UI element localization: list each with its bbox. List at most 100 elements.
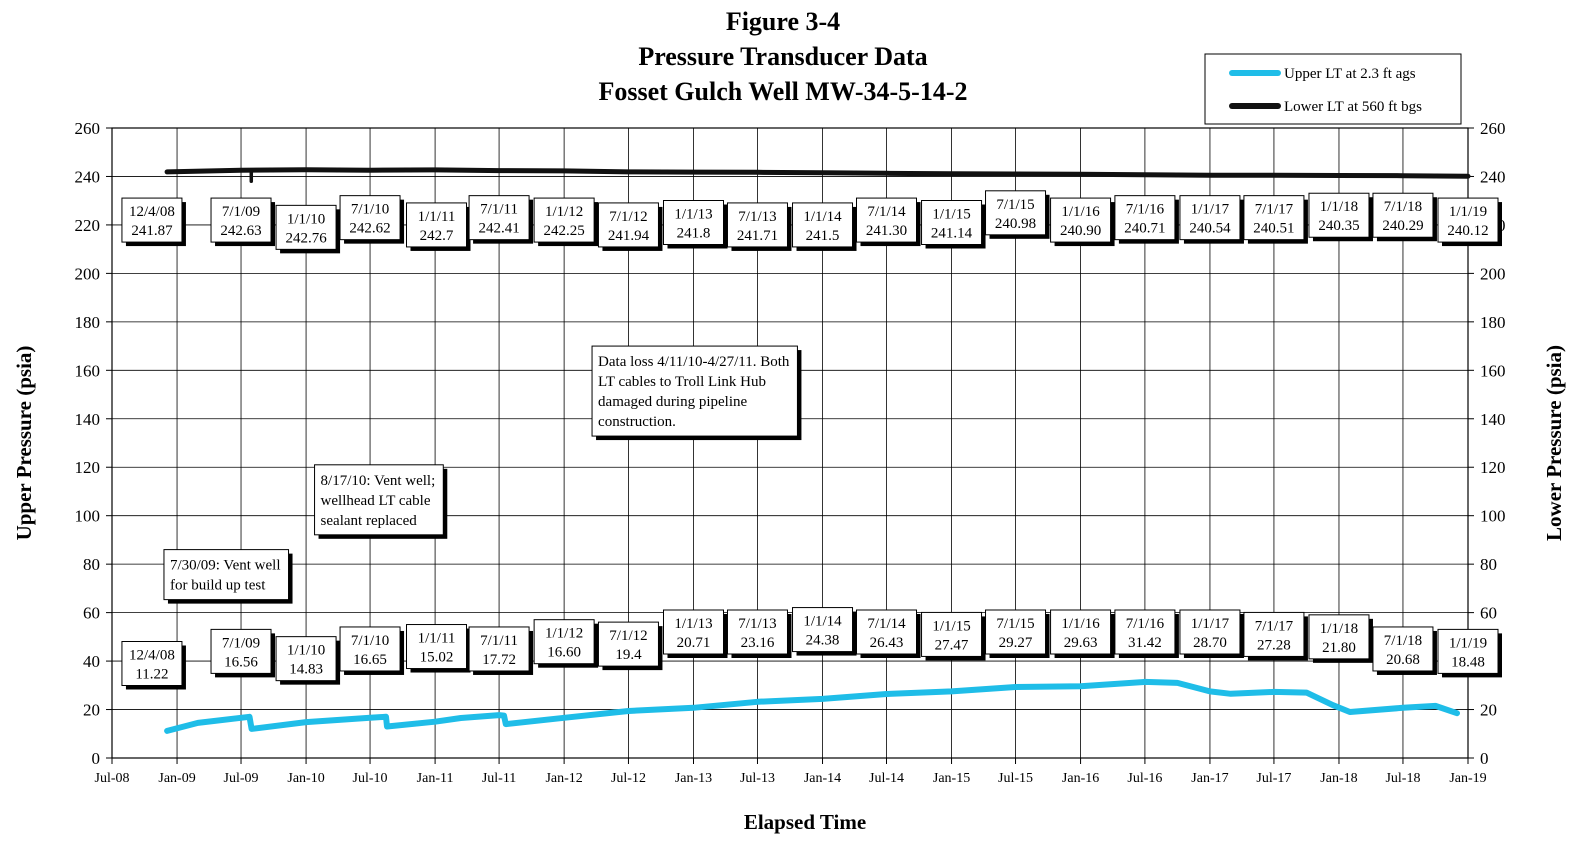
y2-tick-label: 20 (1480, 701, 1497, 720)
data-label-date: 1/1/16 (1061, 616, 1100, 632)
data-label-date: 7/1/17 (1255, 618, 1294, 634)
data-label-lower: 1/1/13 241.8 (662, 200, 728, 249)
annotation-line: 7/30/09: Vent well (170, 558, 281, 574)
legend-label-lower: Lower LT at 560 ft bgs (1284, 99, 1422, 115)
data-label-upper: 1/1/15 27.47 (921, 611, 986, 661)
data-label-lower: 1/1/17 240.54 (1179, 195, 1244, 244)
data-label-box (726, 609, 788, 655)
data-label-value: 15.02 (420, 650, 454, 666)
data-label-date: 12/4/08 (129, 204, 175, 220)
data-label-box (597, 202, 659, 248)
data-label-value: 241.87 (131, 223, 173, 239)
data-label-lower: 1/1/11 242.7 (406, 202, 471, 251)
x-tick-label: Jul-17 (1256, 771, 1291, 786)
data-label-date: 1/1/16 (1061, 204, 1100, 220)
x-axis-title: Elapsed Time (744, 810, 866, 834)
annotation-box: 7/30/09: Vent well for build up test (163, 549, 293, 604)
y-tick-label: 200 (75, 264, 101, 283)
data-label-value: 20.68 (1386, 652, 1420, 668)
data-label-date: 1/1/10 (287, 211, 325, 227)
y2-tick-label: 0 (1480, 749, 1489, 768)
y-tick-label: 120 (75, 458, 101, 477)
data-label-lower: 7/1/15 240.98 (985, 190, 1050, 239)
data-label-box (339, 626, 401, 672)
data-label-value: 28.70 (1193, 635, 1227, 651)
y-tick-label: 260 (75, 119, 101, 138)
x-tick-label: Jul-12 (611, 771, 646, 786)
data-label-upper: 7/1/09 16.56 (210, 628, 276, 678)
data-label-box (662, 200, 724, 245)
y2-tick-label: 60 (1480, 604, 1497, 623)
data-label-date: 1/1/15 (932, 207, 970, 223)
data-label-value: 242.7 (420, 228, 454, 244)
y2-tick-label: 120 (1480, 458, 1506, 477)
data-label-box (985, 190, 1047, 236)
annotations: Data loss 4/11/10-4/27/11. Both LT cables… (163, 345, 802, 604)
data-label-date: 7/1/17 (1255, 202, 1294, 218)
annotation-line: damaged during pipeline (598, 394, 747, 410)
x-tick-label: Jan-19 (1449, 771, 1486, 786)
x-tick-label: Jan-13 (675, 771, 712, 786)
data-label-value: 241.94 (608, 228, 650, 244)
data-label-date: 1/1/12 (545, 626, 583, 642)
data-label-box (406, 202, 468, 248)
data-label-box (406, 624, 468, 670)
annotation-frame (163, 549, 290, 601)
data-label-box (1179, 195, 1241, 241)
data-label-date: 7/1/13 (738, 616, 776, 632)
data-label-date: 1/1/13 (674, 616, 712, 632)
data-label-upper: 7/1/14 26.43 (856, 609, 921, 658)
data-label-date: 7/1/14 (867, 616, 906, 632)
data-label-box (121, 197, 183, 243)
annotation-box: 8/17/10: Vent well; wellhead LT cable seal… (314, 464, 448, 539)
data-label-lower: 7/1/13 241.71 (726, 202, 792, 251)
data-label-upper: 7/1/17 27.28 (1243, 611, 1308, 661)
data-label-box (921, 200, 983, 245)
data-label-box (1050, 197, 1112, 243)
y2-tick-label: 240 (1480, 167, 1506, 186)
chart-subtitle-2: Fosset Gulch Well MW-34-5-14-2 (598, 77, 967, 106)
x-tick-label: Jan-12 (545, 771, 582, 786)
x-tick-label: Jul-15 (998, 771, 1033, 786)
y2-tick-label: 80 (1480, 555, 1497, 574)
data-label-upper: 7/1/15 29.27 (985, 609, 1050, 658)
data-label-lower: 7/1/10 242.62 (339, 195, 405, 244)
annotation-frame (591, 345, 798, 437)
annotation-frame (314, 464, 444, 536)
data-label-box (1114, 195, 1176, 241)
data-label-date: 1/1/14 (803, 209, 842, 225)
y2-tick-label: 180 (1480, 313, 1506, 332)
data-label-value: 21.80 (1322, 640, 1356, 656)
y-tick-label: 220 (75, 216, 101, 235)
chart-title: Figure 3-4 (726, 7, 840, 36)
x-tick-label: Jul-09 (224, 771, 259, 786)
data-label-box (726, 202, 788, 248)
data-labels: 12/4/08 241.87 7/1/09 242.63 1/1/10 242.76 7/1… (121, 190, 1502, 690)
data-label-value: 19.4 (615, 647, 642, 663)
data-label-lower: 7/1/12 241.94 (597, 202, 663, 251)
data-label-upper: 7/1/18 20.68 (1372, 626, 1437, 675)
data-label-date: 1/1/10 (287, 643, 325, 659)
data-label-value: 240.54 (1189, 221, 1231, 237)
data-label-value: 240.90 (1060, 223, 1101, 239)
x-tick-label: Jul-11 (482, 771, 516, 786)
data-label-lower: 1/1/10 242.76 (275, 204, 341, 254)
data-label-box (985, 609, 1047, 655)
y-tick-label: 0 (92, 749, 101, 768)
data-label-upper: 1/1/13 20.71 (662, 609, 728, 658)
data-label-box (275, 636, 337, 682)
data-label-box (1050, 609, 1112, 655)
data-label-value: 240.12 (1447, 223, 1488, 239)
y-tick-label: 100 (75, 507, 101, 526)
x-tick-label: Jan-17 (1191, 771, 1228, 786)
data-label-box (121, 641, 183, 686)
data-label-box (792, 202, 854, 248)
data-label-value: 241.5 (806, 228, 840, 244)
data-label-value: 16.60 (547, 645, 581, 661)
data-label-upper: 7/1/13 23.16 (726, 609, 792, 658)
data-label-box (1114, 609, 1176, 655)
data-label-date: 7/1/11 (480, 633, 518, 649)
data-label-lower: 7/1/18 240.29 (1372, 192, 1437, 242)
y-tick-label: 240 (75, 167, 101, 186)
